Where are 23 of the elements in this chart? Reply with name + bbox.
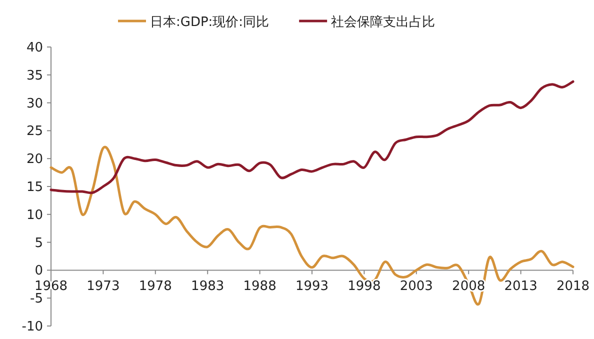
x-tick-label: 1988	[243, 279, 276, 294]
x-tick-label: 1993	[295, 279, 329, 294]
x-tick-label: 2013	[504, 279, 538, 294]
y-tick-label: 10	[26, 208, 43, 223]
legend-label: 社会保障支出占比	[331, 15, 436, 30]
x-tick-label: 2018	[556, 279, 590, 294]
y-tick-label: 5	[34, 236, 43, 251]
x-tick-label: 1968	[34, 279, 68, 294]
y-tick-label: 35	[26, 68, 43, 84]
y-tick-label: 0	[34, 264, 43, 279]
y-tick-label: 25	[26, 124, 43, 140]
y-tick-label: 15	[26, 180, 43, 195]
y-tick-label: -5	[30, 292, 43, 307]
y-tick-label: 30	[26, 96, 43, 112]
y-tick-label: 20	[26, 152, 43, 168]
y-tick-label: 40	[26, 40, 43, 56]
x-tick-label: 1998	[348, 279, 381, 294]
legend-label: 日本:GDP:现价:同比	[150, 15, 270, 30]
x-tick-label: 1973	[86, 279, 120, 294]
x-tick-label: 1983	[191, 279, 224, 294]
y-tick-label: -10	[22, 320, 43, 334]
x-tick-label: 1978	[138, 279, 172, 294]
x-tick-label: 2003	[400, 279, 433, 294]
